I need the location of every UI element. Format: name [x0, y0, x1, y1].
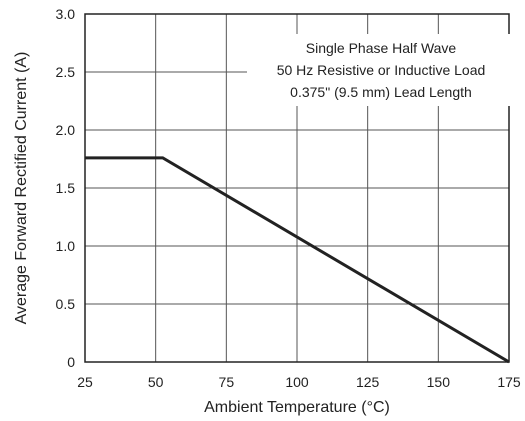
x-axis-label: Ambient Temperature (°C) [204, 399, 390, 416]
annotation-box: Single Phase Half Wave 50 Hz Resistive or… [247, 34, 515, 106]
y-tick-label: 0.5 [56, 296, 76, 312]
annotation-line-2: 50 Hz Resistive or Inductive Load [277, 62, 486, 78]
y-tick-labels: 0 0.5 1.0 1.5 2.0 2.5 3.0 [56, 6, 76, 370]
y-tick-label: 0 [67, 354, 75, 370]
y-axis-label: Average Forward Rectified Current (A) [13, 52, 30, 325]
y-tick-label: 3.0 [56, 6, 76, 22]
series-line-0 [85, 156, 510, 364]
y-tick-label: 2.0 [56, 122, 76, 138]
y-tick-label: 1.5 [56, 180, 76, 196]
x-tick-label: 50 [148, 374, 164, 390]
x-tick-label: 175 [497, 374, 521, 390]
series-layer [85, 156, 510, 364]
x-tick-label: 25 [77, 374, 93, 390]
y-tick-label: 1.0 [56, 238, 76, 254]
y-tick-label: 2.5 [56, 64, 76, 80]
x-tick-label: 125 [356, 374, 380, 390]
x-tick-labels: 25 50 75 100 125 150 175 [77, 374, 521, 390]
plot-frame [84, 13, 510, 363]
annotation-line-1: Single Phase Half Wave [306, 40, 457, 56]
x-tick-label: 100 [285, 374, 309, 390]
x-tick-label: 150 [427, 374, 451, 390]
annotation-background [247, 34, 515, 106]
annotation-line-3: 0.375" (9.5 mm) Lead Length [290, 84, 472, 100]
x-tick-label: 75 [219, 374, 235, 390]
